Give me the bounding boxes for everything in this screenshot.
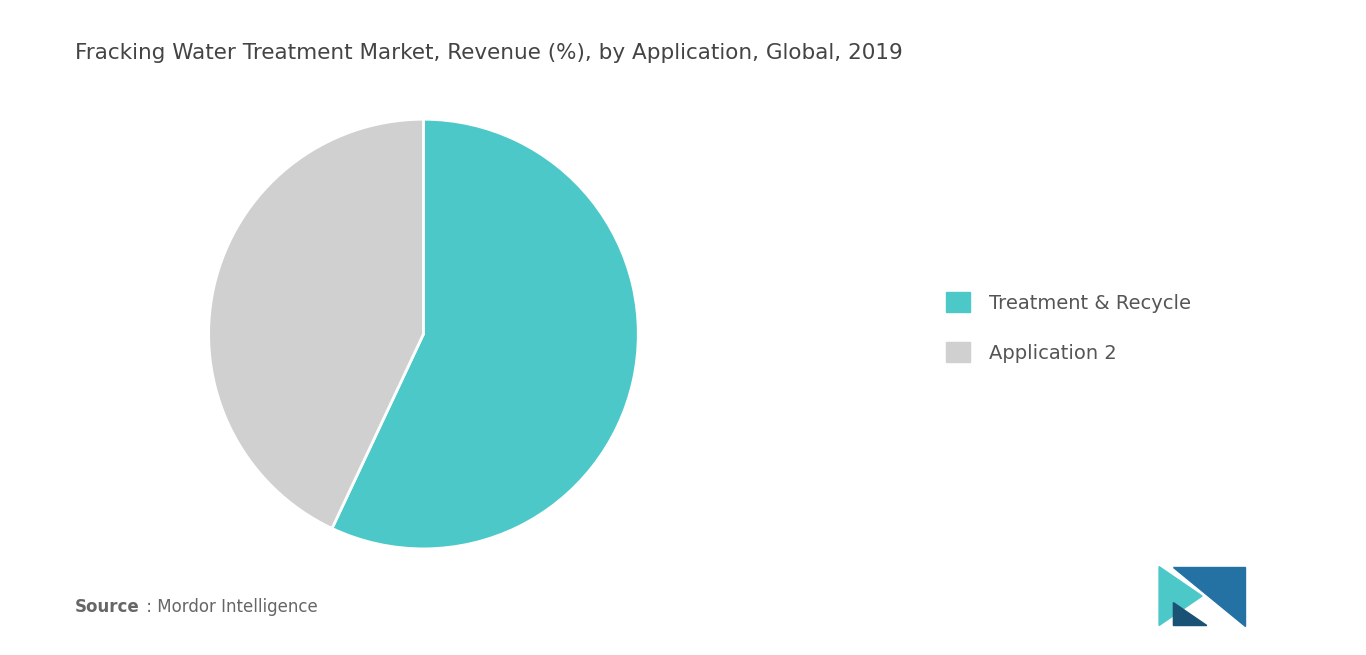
Wedge shape <box>209 119 423 529</box>
Text: Fracking Water Treatment Market, Revenue (%), by Application, Global, 2019: Fracking Water Treatment Market, Revenue… <box>75 43 903 63</box>
Polygon shape <box>1173 603 1208 626</box>
Legend: Treatment & Recycle, Application 2: Treatment & Recycle, Application 2 <box>938 285 1199 370</box>
Polygon shape <box>1158 567 1202 626</box>
Text: Source: Source <box>75 598 139 616</box>
Wedge shape <box>332 119 638 549</box>
Polygon shape <box>1173 567 1246 626</box>
Text: : Mordor Intelligence: : Mordor Intelligence <box>141 598 317 616</box>
